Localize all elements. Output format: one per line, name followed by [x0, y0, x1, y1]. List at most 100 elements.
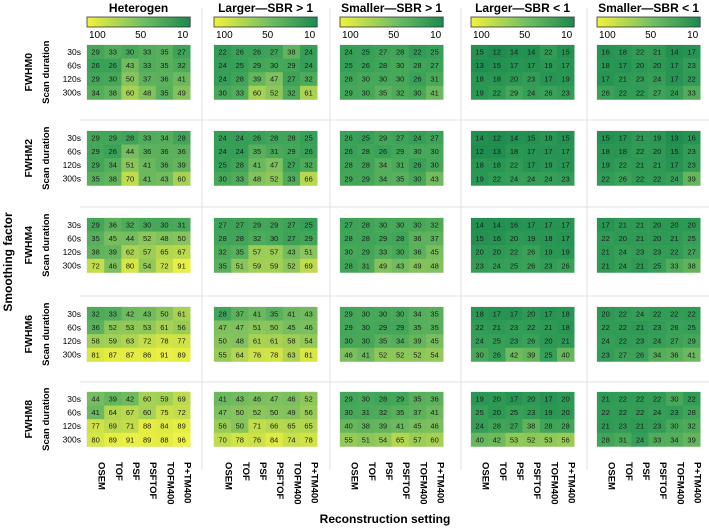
heatmap-cell	[505, 85, 523, 100]
heatmap-cell	[539, 258, 558, 273]
heatmap-cell	[597, 58, 615, 73]
heatmap-cell	[522, 58, 541, 73]
cell-value-label: 81	[304, 350, 312, 359]
cell-value-label: 29	[379, 323, 387, 332]
cell-value-label: 22	[601, 323, 609, 332]
heatmap-cell	[391, 307, 410, 321]
heatmap-cell	[87, 419, 105, 434]
heatmap-cell	[104, 45, 122, 59]
cell-value-label: 16	[510, 221, 518, 230]
cell-value-label: 32	[379, 408, 387, 417]
cell-value-label: 32	[396, 88, 404, 97]
cell-value-label: 24	[527, 174, 535, 183]
heatmap-cell	[408, 131, 427, 145]
heatmap-cell	[522, 144, 541, 159]
heatmap-cell	[648, 72, 667, 87]
heatmap-cell	[539, 144, 558, 159]
heatmap-cell	[104, 347, 122, 362]
heatmap-cell	[614, 218, 632, 232]
cell-value-label: 20	[561, 395, 569, 404]
cell-value-label: 91	[177, 261, 185, 270]
heatmap-cell	[121, 392, 139, 406]
heatmap-cell	[265, 258, 284, 273]
cell-value-label: 24	[475, 337, 483, 346]
duration-tick-label: 30s	[67, 133, 81, 143]
cell-value-label: 17	[510, 61, 518, 70]
cell-value-label: 29	[379, 134, 387, 143]
cell-value-label: 39	[527, 350, 535, 359]
heatmap-cell	[155, 58, 174, 73]
smoothing-factor-label: FWHM6	[23, 315, 35, 354]
heatmap-cell	[265, 218, 284, 232]
heatmap-cell	[631, 158, 649, 173]
heatmap-cell	[214, 218, 232, 232]
cell-value-label: 30	[430, 161, 438, 170]
heatmap-cell	[340, 307, 358, 321]
heatmap-cell	[408, 405, 427, 420]
heatmap-cell	[614, 392, 632, 406]
cell-value-label: 31	[362, 261, 370, 270]
cell-value-label: 57	[143, 248, 151, 257]
duration-tick-label: 60s	[67, 146, 81, 156]
cell-value-label: 31	[362, 408, 370, 417]
heatmap-cell	[231, 334, 249, 349]
duration-tick-label: 120s	[63, 74, 81, 84]
heatmap-cell	[87, 307, 105, 321]
cell-value-label: 23	[475, 261, 483, 270]
heatmap-cell	[138, 320, 157, 335]
cell-value-label: 27	[218, 221, 226, 230]
heatmap-cell	[357, 405, 375, 420]
heatmap-cell	[488, 45, 506, 59]
cell-value-label: 29	[344, 395, 352, 404]
cell-value-label: 43	[396, 261, 404, 270]
heatmap-cell	[138, 85, 157, 100]
colorbar	[339, 16, 444, 28]
cell-value-label: 20	[527, 310, 535, 319]
heatmap-cell	[631, 334, 649, 349]
heatmap-cell	[340, 320, 358, 335]
heatmap-cell	[121, 347, 139, 362]
cell-value-label: 19	[653, 134, 661, 143]
heatmap-cell	[391, 218, 410, 232]
heatmap-cell	[214, 405, 232, 420]
reconstruction-tick-label: PSF	[257, 462, 268, 481]
cell-value-label: 51	[304, 248, 312, 257]
cell-value-label: 30	[430, 147, 438, 156]
cell-value-label: 23	[687, 147, 695, 156]
cell-value-label: 35	[396, 408, 404, 417]
heatmap-cell	[155, 320, 174, 335]
cell-value-label: 35	[270, 310, 278, 319]
heatmap-cell	[121, 171, 139, 186]
heatmap-cell	[248, 72, 266, 87]
cell-value-label: 30	[362, 75, 370, 84]
cell-value-label: 81	[91, 350, 99, 359]
cell-value-label: 35	[430, 323, 438, 332]
cell-value-label: 42	[126, 310, 134, 319]
heatmap-cell	[665, 307, 684, 321]
heatmap-cell	[300, 347, 318, 362]
heatmap-cell	[104, 405, 122, 420]
heatmap-cell	[173, 131, 191, 145]
heatmap-cell	[683, 432, 701, 447]
cell-value-label: 54	[304, 337, 312, 346]
heatmap-cell	[231, 171, 249, 186]
reconstruction-tick-label: OSEM	[349, 462, 360, 490]
heatmap-cell	[340, 58, 358, 73]
cell-value-label: 72	[143, 337, 151, 346]
heatmap-cell	[505, 245, 523, 260]
heatmap-cell	[155, 72, 174, 87]
cell-value-label: 21	[653, 161, 661, 170]
reconstruction-tick-label: OSEM	[606, 462, 617, 490]
heatmap-cell	[300, 231, 318, 246]
heatmap-cell	[614, 131, 632, 145]
cell-value-label: 16	[601, 48, 609, 57]
heatmap-cell	[505, 392, 523, 406]
cell-value-label: 22	[218, 48, 226, 57]
cell-value-label: 19	[544, 248, 552, 257]
heatmap-cell	[265, 171, 284, 186]
heatmap-cell	[488, 218, 506, 232]
colorbar-tick-label: 50	[135, 30, 147, 41]
cell-value-label: 91	[160, 350, 168, 359]
heatmap-cell	[357, 432, 375, 447]
cell-value-label: 26	[253, 48, 261, 57]
